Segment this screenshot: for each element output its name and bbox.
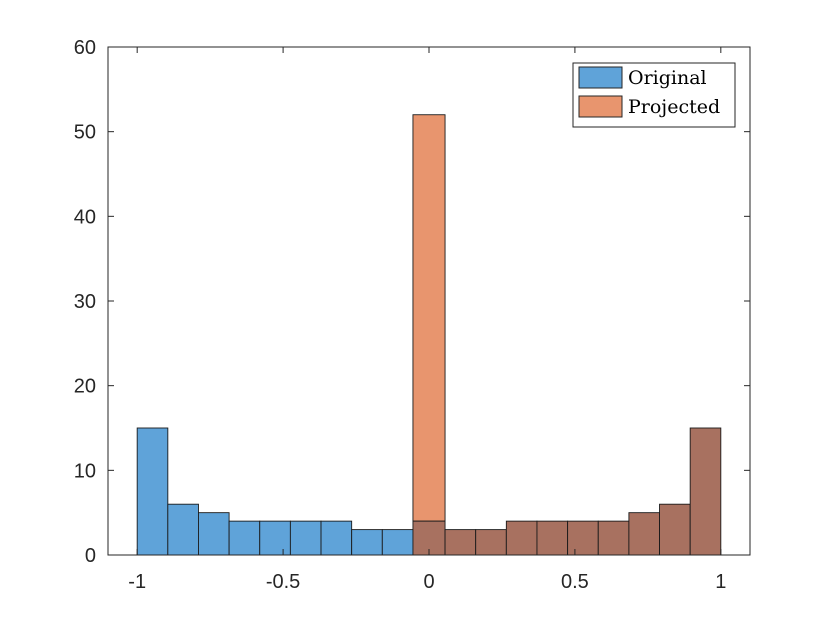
y-tick-label: 40 [74, 206, 96, 228]
bar-original [351, 529, 383, 556]
x-tick-label: 0 [423, 571, 434, 593]
bar-original [289, 520, 322, 556]
bar-original [167, 503, 199, 556]
bar-projected [412, 114, 446, 522]
bar-original [198, 512, 230, 556]
y-tick-label: 30 [74, 291, 96, 313]
bar-original [381, 529, 414, 556]
bar-overlap [659, 503, 691, 556]
legend-swatch-original [578, 66, 623, 89]
x-tick-label: 1 [715, 571, 726, 593]
y-tick-label: 50 [74, 122, 96, 144]
y-tick-label: 0 [85, 545, 96, 567]
overlap-bars [412, 427, 722, 556]
legend-swatch-projected [578, 95, 623, 118]
legend: Original Projected [572, 62, 736, 128]
x-tick-label: 0.5 [561, 571, 589, 593]
y-tick-label: 60 [74, 37, 96, 59]
bar-overlap [475, 529, 507, 556]
y-tick-label: 10 [74, 460, 96, 482]
bar-original [136, 427, 169, 556]
y-tick-label: 20 [74, 376, 96, 398]
original-bars [136, 427, 414, 556]
legend-label-projected: Projected [628, 96, 720, 118]
bar-overlap [689, 427, 722, 556]
bar-overlap [567, 520, 599, 556]
x-tick-label: -0.5 [266, 571, 300, 593]
bar-overlap [536, 520, 569, 556]
bar-overlap [505, 520, 538, 556]
axis-ticks: 0 10 20 30 40 50 60 -1 -0.5 0 0.5 1 [74, 37, 750, 593]
bar-overlap [444, 529, 477, 556]
bar-original [259, 520, 291, 556]
x-tick-label: -1 [128, 571, 146, 593]
bar-original [320, 520, 353, 556]
bar-overlap [597, 520, 630, 556]
legend-label-original: Original [628, 67, 707, 89]
projected-bars [412, 114, 446, 522]
bar-original [228, 520, 261, 556]
bar-overlap [628, 512, 660, 556]
